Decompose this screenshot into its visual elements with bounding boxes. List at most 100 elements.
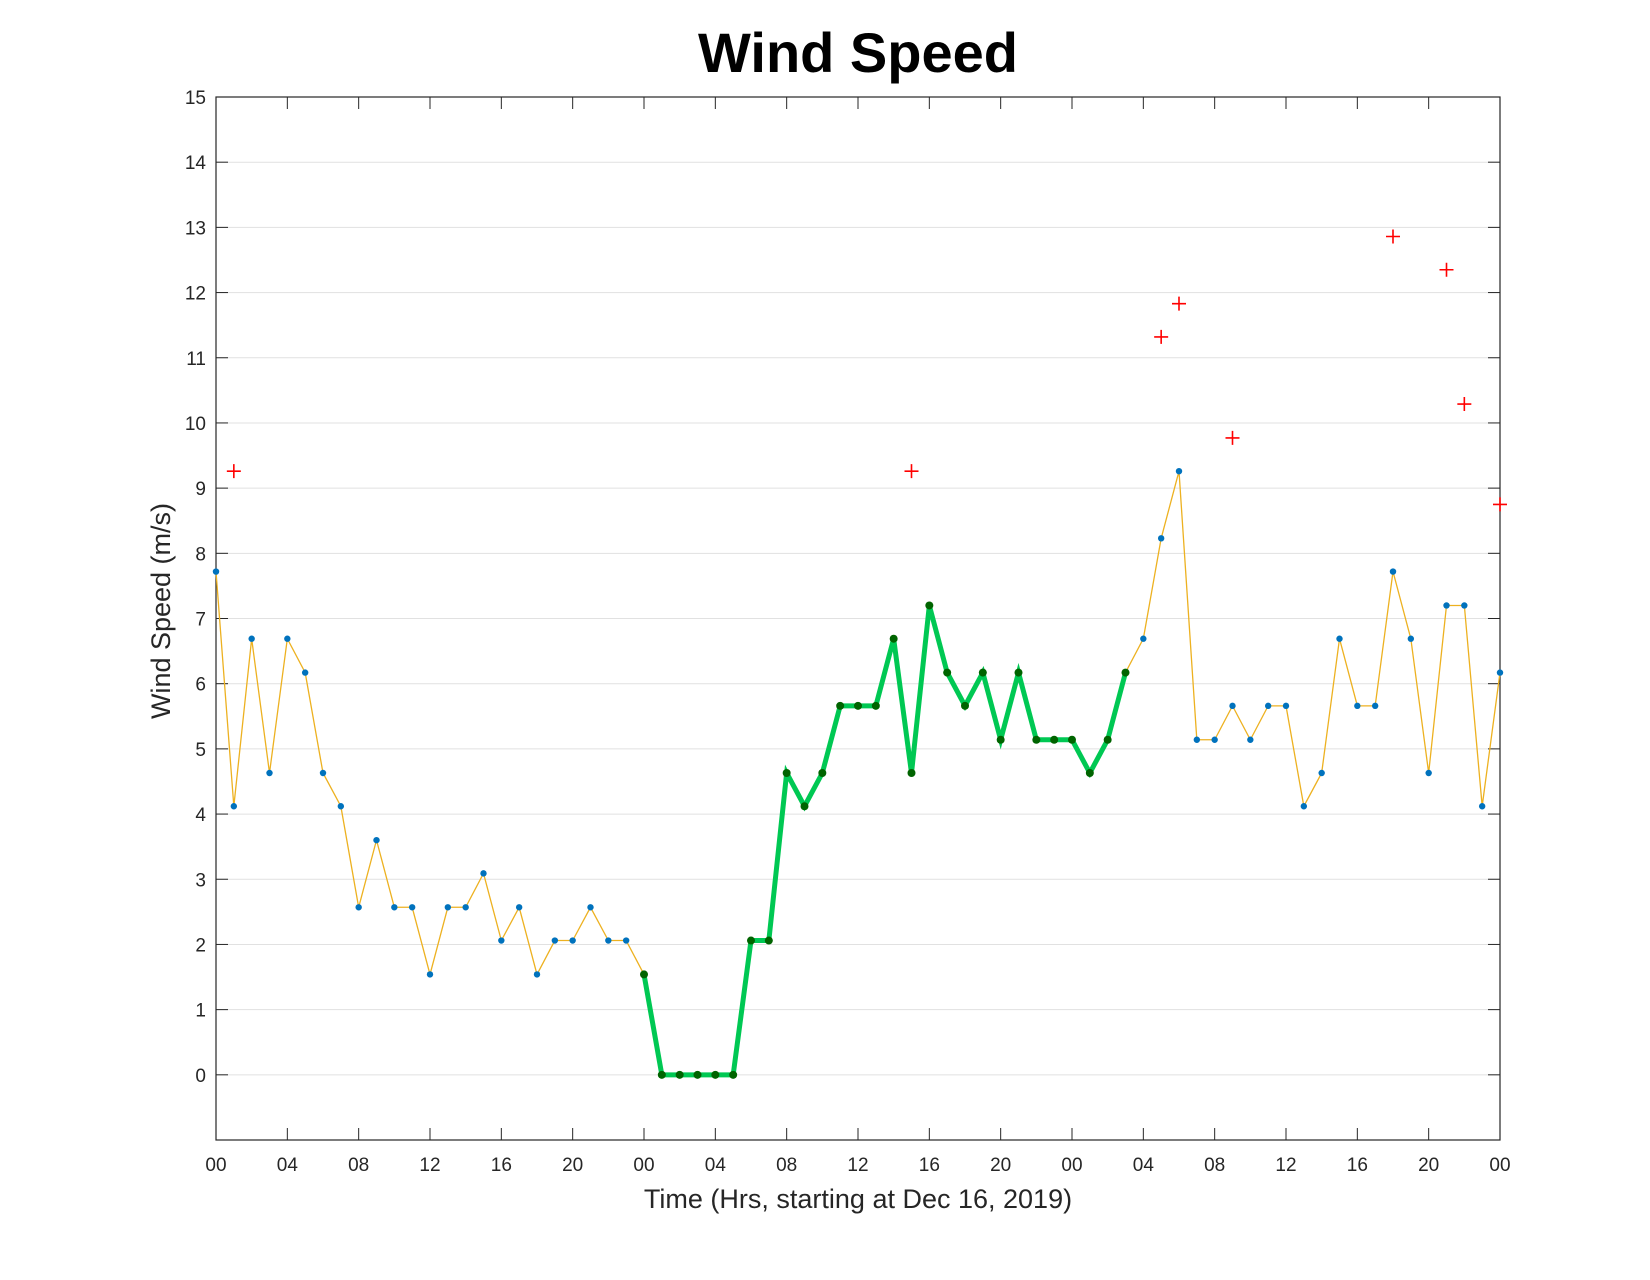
data-point [1318, 769, 1325, 777]
data-point [1211, 736, 1218, 743]
y-tick-label: 10 [185, 414, 206, 435]
gust-marker [1154, 329, 1169, 344]
highlight-point [818, 768, 827, 777]
data-point [391, 904, 398, 911]
y-tick-label: 13 [185, 218, 206, 239]
y-tick-label: 0 [195, 1066, 206, 1087]
y-tick-label: 1 [195, 1001, 206, 1022]
y-tick-label: 4 [195, 805, 206, 826]
x-tick-label: 04 [1133, 1155, 1155, 1176]
highlight-point [961, 701, 969, 710]
wind-speed-line [215, 471, 1501, 1076]
series-0 [212, 467, 1504, 1079]
grid-lines [216, 96, 1500, 1076]
y-tick-label: 3 [195, 870, 206, 891]
highlight-point [800, 802, 809, 811]
highlight-point [1068, 735, 1076, 744]
highlight-point [675, 1070, 684, 1079]
data-point [622, 937, 630, 944]
data-point [426, 971, 434, 978]
data-point [373, 836, 380, 844]
data-point [408, 904, 416, 911]
highlight-point [782, 768, 791, 777]
data-point [1264, 702, 1272, 710]
y-tick-label: 14 [185, 153, 207, 174]
y-tick-label: 7 [195, 610, 206, 631]
x-tick-label: 00 [1489, 1155, 1510, 1176]
data-point [355, 904, 362, 911]
x-tick-label: 08 [776, 1155, 797, 1176]
y-tick-label: 15 [185, 88, 206, 109]
series-1 [640, 601, 1130, 1079]
data-point [1354, 702, 1361, 710]
highlight-point [996, 735, 1005, 744]
data-point [248, 635, 255, 642]
plot-series [212, 229, 1507, 1079]
data-point [515, 904, 523, 911]
highlight-point [907, 768, 916, 777]
gust-marker [1386, 229, 1400, 244]
x-tick-label: 04 [705, 1155, 727, 1176]
y-tick-label: 5 [195, 740, 206, 761]
highlight-point [925, 601, 934, 610]
highlight-point [1014, 668, 1023, 677]
x-tick-label: 12 [419, 1155, 440, 1176]
data-point [1282, 702, 1290, 710]
gust-marker [904, 464, 919, 479]
gust-marker [1493, 497, 1507, 512]
gust-marker [1457, 397, 1472, 412]
data-point [1496, 669, 1504, 676]
x-tick-label: 08 [348, 1155, 369, 1176]
data-point [533, 971, 541, 978]
data-point [1140, 635, 1147, 642]
data-point [1407, 635, 1415, 642]
y-tick-label: 12 [185, 284, 206, 305]
highlight-point [764, 936, 773, 945]
highlight-point [1121, 668, 1130, 677]
chart-title: Wind Speed [698, 21, 1018, 84]
x-tick-label: 16 [491, 1155, 512, 1176]
x-tick-label: 16 [1347, 1155, 1368, 1176]
highlight-point [693, 1070, 702, 1079]
highlight-point [1085, 768, 1094, 777]
highlight-point [747, 936, 755, 945]
data-point [1193, 736, 1201, 743]
data-point [569, 937, 576, 944]
series-2 [226, 229, 1507, 512]
data-point [284, 635, 291, 642]
highlight-point [836, 701, 845, 710]
x-tick-label: 00 [205, 1155, 226, 1176]
data-point [337, 803, 345, 810]
highlight-point [854, 701, 862, 710]
data-point [1247, 736, 1254, 743]
highlight-point [729, 1070, 738, 1079]
data-point [587, 904, 594, 911]
data-point [551, 937, 559, 944]
highlight-point [1032, 735, 1041, 744]
x-tick-label: 00 [633, 1155, 654, 1176]
data-point [1157, 535, 1165, 542]
y-tick-label: 8 [195, 544, 206, 565]
x-tick-label: 20 [562, 1155, 583, 1176]
highlight-point [978, 668, 987, 677]
data-point [1478, 803, 1486, 810]
data-point [1461, 602, 1468, 609]
x-tick-label: 08 [1204, 1155, 1225, 1176]
highlight-line [641, 604, 1128, 1078]
data-point [1371, 702, 1379, 710]
data-point [1175, 467, 1183, 475]
y-tick-label: 2 [195, 935, 206, 956]
data-point [230, 803, 238, 810]
highlight-point [711, 1070, 720, 1079]
data-point [1300, 803, 1308, 810]
data-point [605, 937, 612, 944]
highlight-point [1050, 735, 1059, 744]
data-point [444, 904, 452, 911]
x-tick-label: 20 [990, 1155, 1011, 1176]
data-point [1229, 702, 1236, 710]
x-tick-label: 20 [1418, 1155, 1439, 1176]
data-point [480, 870, 487, 877]
data-point [1336, 635, 1343, 642]
